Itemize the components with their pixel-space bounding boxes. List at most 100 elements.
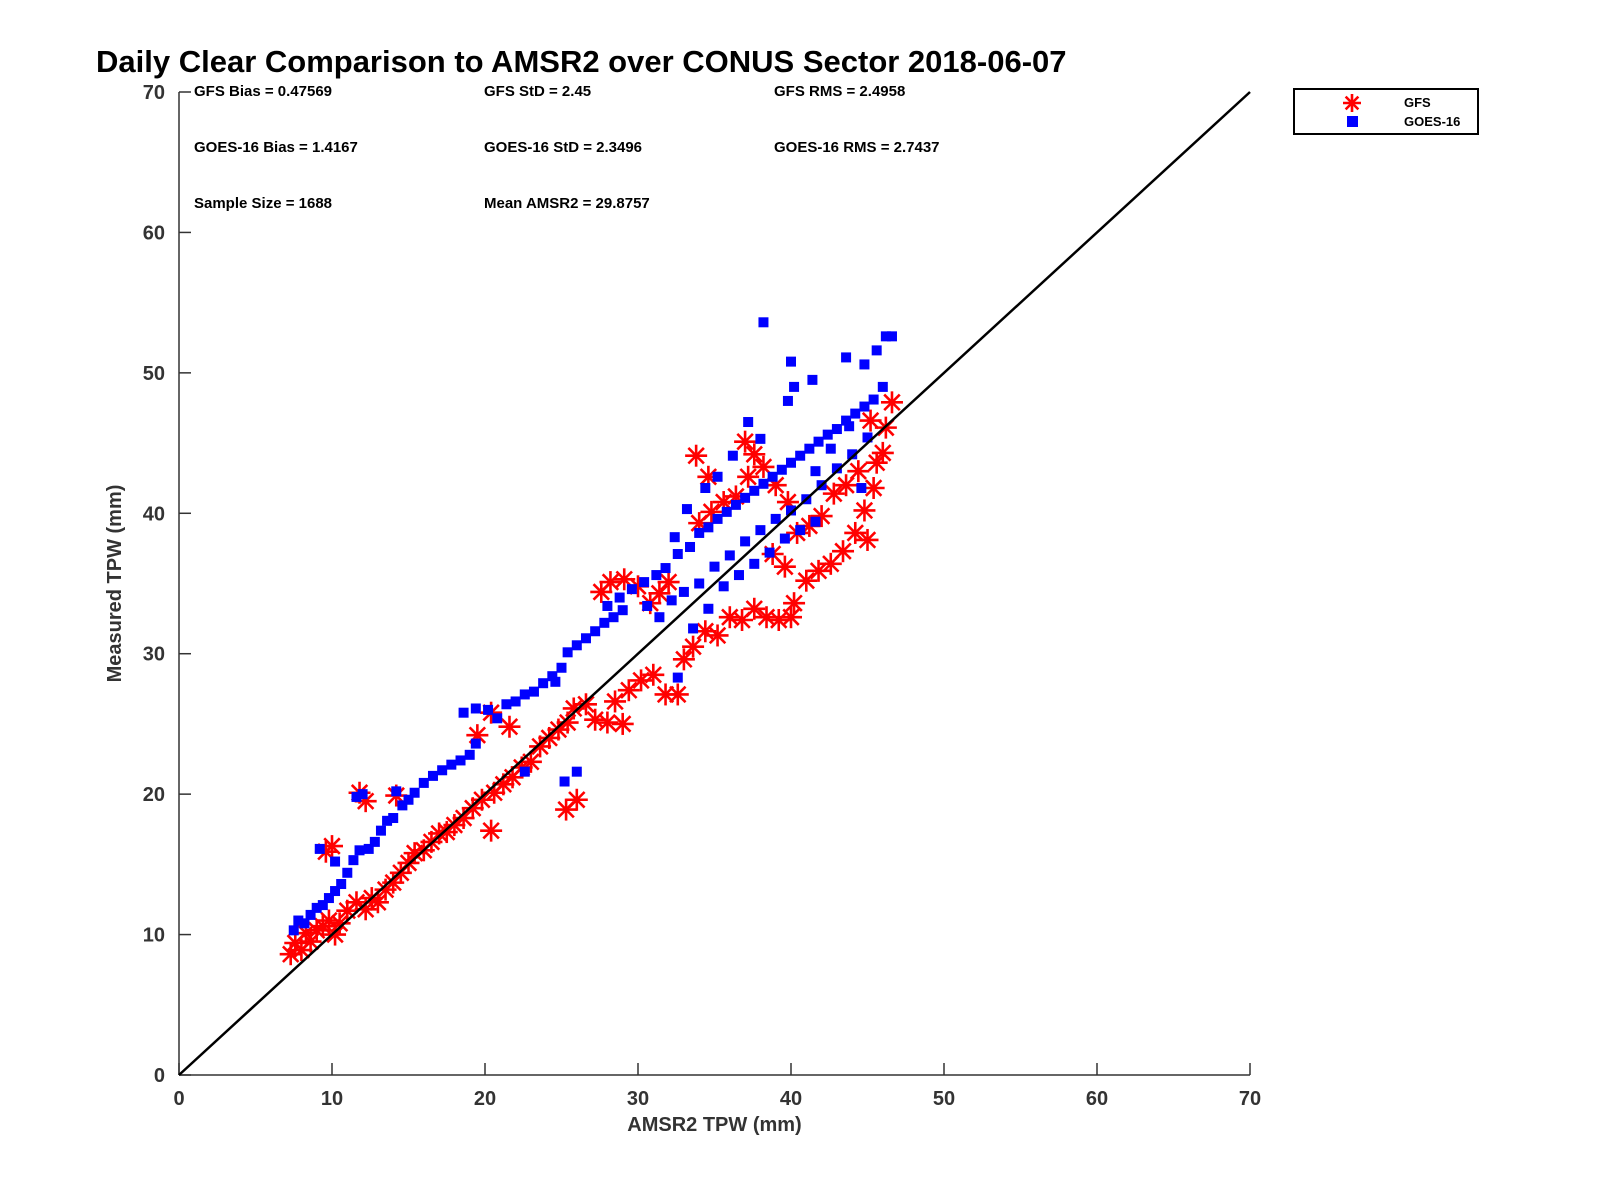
goes16-point [470,738,481,749]
goes16-point [764,547,775,558]
goes16-point [672,672,683,683]
goes16-point [795,450,806,461]
goes16-point [694,527,705,538]
legend-gfs-asterisk [1343,94,1361,112]
goes16-point [786,505,796,516]
gfs-point [780,606,802,629]
goes16-point [703,522,714,533]
goes16-point [617,605,628,616]
x-tick-label: 20 [474,1088,496,1110]
goes16-point [789,381,800,392]
goes16-point [354,845,365,856]
goes16-point [743,417,754,428]
x-tick-label: 40 [780,1088,802,1110]
series-gfs [279,391,903,966]
goes16-point [841,415,852,426]
goes16-point [859,401,870,412]
gfs-point [565,788,588,811]
legend: GFS GOES-16 [1293,88,1479,135]
goes16-point [323,893,334,904]
goes16-point [727,450,738,461]
goes16-point [730,499,741,510]
goes16-point [831,463,842,474]
goes16-point [599,617,610,628]
x-tick-label: 60 [1086,1088,1108,1110]
gfs-point [773,555,796,578]
gfs-point [657,571,680,594]
goes16-point [669,532,680,543]
gfs-point [666,683,689,706]
goes16-point [856,483,867,494]
goes16-point [810,516,821,527]
y-tick-label: 70 [143,82,165,104]
goes16-point [779,533,790,544]
goes16-point [418,777,429,788]
gfs-point [611,712,634,735]
gfs-point [672,648,695,671]
stats-block: GFS Bias = 0.47569 GFS StD = 2.45 GFS RM… [194,83,940,212]
goes16-point [330,856,341,867]
goes16-point [678,586,689,597]
goes16-point [492,713,503,724]
gfs-point [498,715,521,738]
goes16-point [351,791,362,802]
goes16-point [712,513,723,524]
gfs-point [480,819,503,842]
goes16-point [458,707,469,718]
goes16-point [850,408,861,419]
goes16-point [767,471,778,482]
gfs-point [443,814,466,837]
goes16-point [357,789,368,800]
goes16-point [580,633,591,644]
gfs-point [859,409,882,432]
legend-goes16-label: GOES-16 [1404,114,1460,129]
goes16-point [807,374,818,385]
goes16-point [305,909,316,920]
goes16-point [391,786,402,797]
goes16-point [375,825,386,836]
goes16-point [528,686,539,697]
goes16-point [427,770,438,781]
goes16-point [886,331,897,342]
gfs-point [807,559,830,582]
goes16-point [455,755,466,766]
gfs-point [862,477,885,500]
goes16-point [639,577,650,588]
goes16-point [293,915,304,926]
goes16-point [483,704,494,715]
goes16-point [288,925,299,936]
goes16-point [388,813,399,824]
goes16-point [841,352,852,363]
goes16-point [825,443,836,454]
goes16-point [749,558,760,569]
goes16-point [409,787,420,798]
gfs-point [795,569,818,592]
goes16-point [562,647,573,658]
goes16-point [868,394,879,405]
goes16-point [363,843,374,854]
chart-title: Daily Clear Comparison to AMSR2 over CON… [96,44,1067,79]
gfs-point [299,930,322,953]
gfs-point [682,635,705,658]
goes16-point [519,689,530,700]
goes16-point [314,843,325,854]
goes16-point [804,443,815,454]
goes16-point [317,900,328,911]
goes16-point [740,492,751,503]
gfs-point [470,788,493,811]
gfs-point [599,571,622,594]
plot-axes: 0 10 20 30 40 50 60 70 0 10 20 30 40 50 60 70 [143,82,1261,1110]
goes16-point [608,612,619,623]
goes16-point [721,506,732,517]
goes16-point [694,578,705,589]
stat-goes16-rms: GOES-16 RMS = 2.7437 [774,139,940,156]
gfs-point [847,460,870,483]
y-tick-label: 10 [143,925,165,947]
gfs-point [685,444,708,467]
gfs-point [853,499,876,522]
y-axis-label: Measured TPW (mm) [104,485,126,683]
y-tick-label: 30 [143,644,165,666]
goes16-point [822,429,833,440]
goes16-point [733,570,744,581]
